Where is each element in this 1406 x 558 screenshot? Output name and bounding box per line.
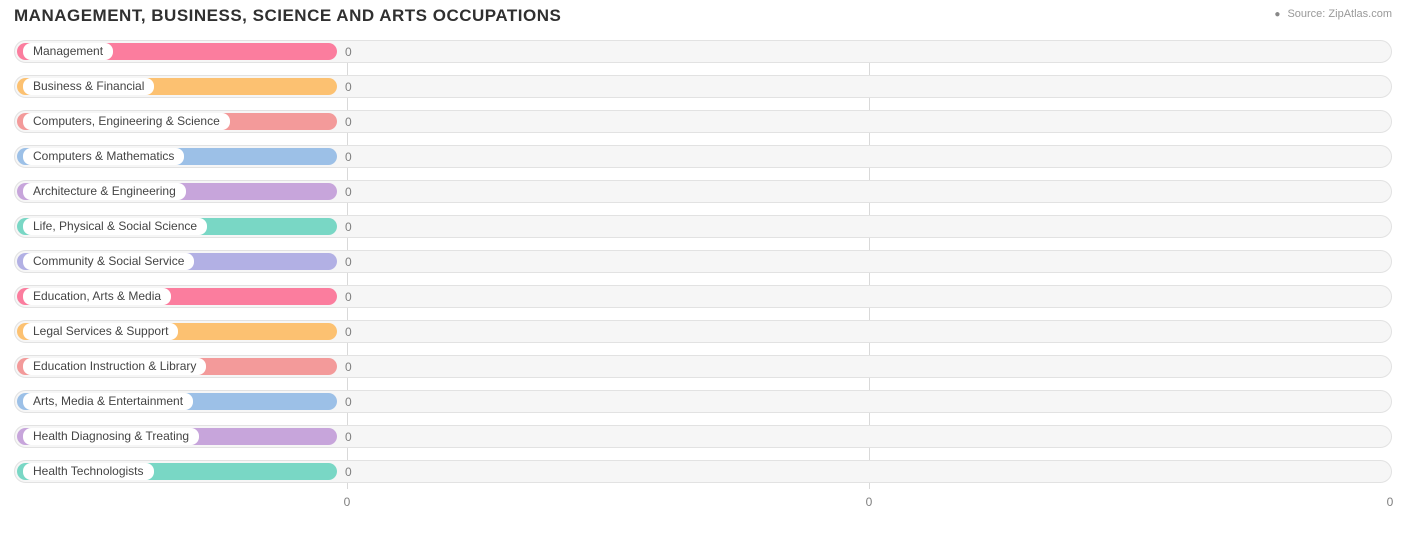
bar-value-label: 0	[345, 45, 352, 59]
bar-fill: Health Diagnosing & Treating	[17, 428, 337, 445]
bar-label-pill: Architecture & Engineering	[23, 183, 186, 200]
bar-value-label: 0	[345, 80, 352, 94]
bar-row: Arts, Media & Entertainment 0	[14, 390, 1392, 413]
source-label: Source:	[1287, 8, 1325, 20]
bar-row: Life, Physical & Social Science 0	[14, 215, 1392, 238]
bar-row: Computers & Mathematics 0	[14, 145, 1392, 168]
bar-label-pill: Arts, Media & Entertainment	[23, 393, 193, 410]
bar-value-label: 0	[345, 115, 352, 129]
source-name: ZipAtlas.com	[1328, 8, 1392, 20]
bar-fill: Health Technologists	[17, 463, 337, 480]
bar-value-label: 0	[345, 255, 352, 269]
bar-value-label: 0	[345, 220, 352, 234]
bar-fill: Business & Financial	[17, 78, 337, 95]
bar-fill: Life, Physical & Social Science	[17, 218, 337, 235]
x-axis-tick: 0	[1387, 495, 1394, 509]
bar-row: Health Diagnosing & Treating 0	[14, 425, 1392, 448]
source-bullet-icon: ●	[1274, 9, 1280, 20]
x-axis-tick: 0	[344, 495, 351, 509]
bar-label-pill: Computers & Mathematics	[23, 148, 184, 165]
bar-label-pill: Health Diagnosing & Treating	[23, 428, 199, 445]
bar-value-label: 0	[345, 465, 352, 479]
bar-fill: Computers, Engineering & Science	[17, 113, 337, 130]
bar-value-label: 0	[345, 360, 352, 374]
bar-fill: Management	[17, 43, 337, 60]
bar-fill: Architecture & Engineering	[17, 183, 337, 200]
chart-rows: Management0Business & Financial0Computer…	[14, 40, 1392, 483]
bar-value-label: 0	[345, 325, 352, 339]
bar-row: Computers, Engineering & Science 0	[14, 110, 1392, 133]
bar-fill: Education, Arts & Media	[17, 288, 337, 305]
x-axis-tick: 0	[866, 495, 873, 509]
bar-fill: Arts, Media & Entertainment	[17, 393, 337, 410]
bar-label-pill: Education Instruction & Library	[23, 358, 206, 375]
bar-row: Management 0	[14, 40, 1392, 63]
bar-label-pill: Business & Financial	[23, 78, 154, 95]
bar-row: Legal Services & Support 0	[14, 320, 1392, 343]
chart-plot-area: Management0Business & Financial0Computer…	[0, 34, 1406, 515]
bar-value-label: 0	[345, 150, 352, 164]
bar-row: Business & Financial 0	[14, 75, 1392, 98]
bar-row: Education Instruction & Library 0	[14, 355, 1392, 378]
chart-title: MANAGEMENT, BUSINESS, SCIENCE AND ARTS O…	[14, 6, 561, 26]
bar-row: Community & Social Service 0	[14, 250, 1392, 273]
bar-value-label: 0	[345, 290, 352, 304]
bar-label-pill: Education, Arts & Media	[23, 288, 171, 305]
bar-label-pill: Life, Physical & Social Science	[23, 218, 207, 235]
bar-value-label: 0	[345, 185, 352, 199]
bar-fill: Community & Social Service	[17, 253, 337, 270]
bar-label-pill: Computers, Engineering & Science	[23, 113, 230, 130]
x-axis: 0 0 0	[14, 495, 1392, 515]
bar-fill: Legal Services & Support	[17, 323, 337, 340]
bar-row: Education, Arts & Media 0	[14, 285, 1392, 308]
bar-label-pill: Legal Services & Support	[23, 323, 178, 340]
bar-fill: Computers & Mathematics	[17, 148, 337, 165]
bar-label-pill: Management	[23, 43, 113, 60]
bar-value-label: 0	[345, 395, 352, 409]
bar-value-label: 0	[345, 430, 352, 444]
bar-row: Architecture & Engineering 0	[14, 180, 1392, 203]
bar-label-pill: Community & Social Service	[23, 253, 194, 270]
chart-header: MANAGEMENT, BUSINESS, SCIENCE AND ARTS O…	[0, 0, 1406, 34]
source-attribution: ● Source: ZipAtlas.com	[1274, 6, 1392, 20]
bar-fill: Education Instruction & Library	[17, 358, 337, 375]
bar-row: Health Technologists 0	[14, 460, 1392, 483]
bar-label-pill: Health Technologists	[23, 463, 154, 480]
